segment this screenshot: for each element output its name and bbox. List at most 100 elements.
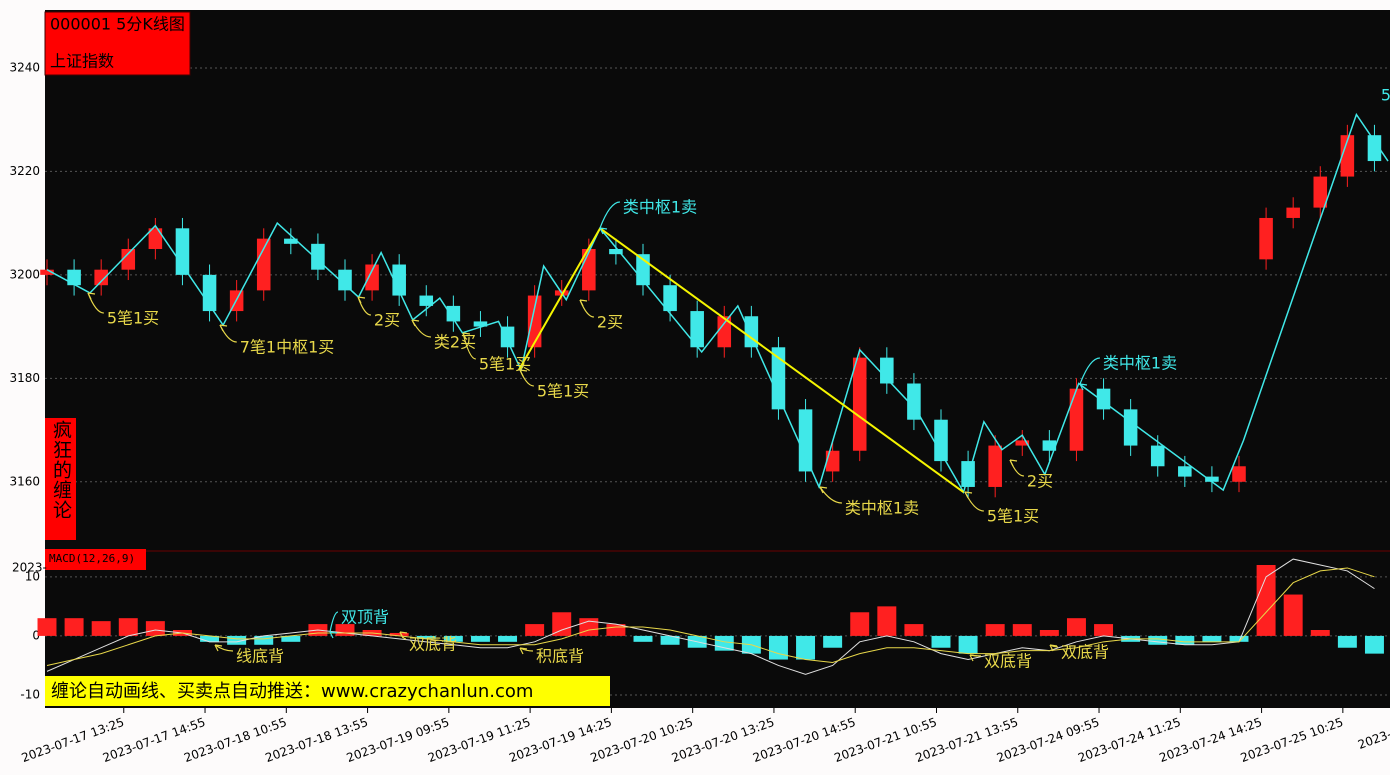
annotation: 类中枢1卖 bbox=[1103, 354, 1177, 373]
macd-bar bbox=[470, 635, 490, 642]
macd-title: MACD(12,26,9) bbox=[49, 552, 135, 565]
candle-body bbox=[1232, 466, 1246, 482]
axis-label-fragment: 2023- bbox=[12, 561, 47, 575]
arrow-head bbox=[1009, 459, 1018, 467]
title-box bbox=[44, 11, 191, 76]
banner: 缠论自动画线、买卖点自动推送：www.crazychanlun.com bbox=[51, 681, 533, 702]
arrow-head bbox=[1049, 644, 1058, 652]
macd-bar bbox=[1094, 624, 1114, 636]
annotation: 类2买 bbox=[434, 333, 476, 352]
candle-body bbox=[852, 357, 867, 451]
macd-bar bbox=[904, 624, 924, 636]
candle-body bbox=[798, 409, 813, 472]
arrow-head bbox=[599, 227, 608, 235]
macd-bar bbox=[552, 612, 572, 636]
annotation: 2买 bbox=[374, 311, 400, 330]
macd-bar bbox=[525, 624, 545, 636]
annotation: 双底背 bbox=[1061, 643, 1109, 662]
macd-bar bbox=[200, 635, 220, 642]
macd-line bbox=[46, 567, 1375, 666]
annotation: 2买 bbox=[1027, 472, 1053, 491]
macd-bar bbox=[1202, 635, 1222, 642]
macd-y-tick-label: 10 bbox=[25, 569, 40, 583]
annotation: 7笔1中枢1买 bbox=[240, 338, 335, 357]
macd-bar bbox=[850, 612, 870, 636]
macd-bar bbox=[64, 618, 84, 636]
candle-body bbox=[473, 321, 488, 327]
macd-bar bbox=[1310, 630, 1330, 636]
annotation: 双顶背 bbox=[341, 608, 389, 627]
candle-body bbox=[663, 285, 677, 312]
candle-body bbox=[256, 238, 271, 291]
macd-bar bbox=[1283, 594, 1303, 636]
candle-body bbox=[1313, 176, 1328, 208]
macd-title-box bbox=[45, 549, 146, 570]
macd-y-tick-label: -10 bbox=[20, 688, 40, 702]
side-label-box bbox=[45, 418, 76, 540]
macd-bar bbox=[1256, 565, 1276, 636]
macd-bar bbox=[796, 635, 816, 660]
macd-bar bbox=[1039, 630, 1059, 636]
candle-body bbox=[338, 269, 352, 291]
macd-bar bbox=[118, 618, 138, 636]
macd-bar bbox=[606, 624, 626, 636]
macd-bar bbox=[443, 635, 463, 642]
arrow-head bbox=[357, 296, 366, 304]
candle-body bbox=[446, 305, 461, 322]
candle-body bbox=[1286, 207, 1300, 218]
macd-bar bbox=[1175, 635, 1195, 645]
side-label: 疯狂的缠论 bbox=[50, 420, 72, 520]
y-tick-label: 3220 bbox=[9, 164, 40, 178]
candle-body bbox=[609, 248, 623, 255]
candle-body bbox=[202, 274, 217, 312]
macd-bar bbox=[958, 635, 978, 654]
candle-body bbox=[1015, 440, 1030, 446]
annotation: 2买 bbox=[597, 313, 623, 332]
arrow-head bbox=[579, 299, 588, 307]
arrow-head bbox=[819, 486, 828, 494]
annotation: 5笔1买 bbox=[107, 309, 159, 328]
x-tick-label: 2023-07-25 bbox=[1356, 715, 1390, 752]
macd-y-tick-label: 0 bbox=[32, 628, 40, 642]
candle-body bbox=[1340, 135, 1355, 177]
macd-bar bbox=[1364, 635, 1384, 654]
y-tick-label: 3240 bbox=[9, 60, 40, 74]
candle-body bbox=[121, 248, 136, 270]
macd-bar bbox=[227, 635, 247, 645]
candle-body bbox=[94, 269, 108, 286]
annotation-arrow bbox=[462, 332, 476, 360]
candle-body bbox=[148, 228, 163, 249]
arrow-head bbox=[519, 369, 528, 377]
y-tick-label: 3200 bbox=[9, 267, 40, 281]
macd-bar bbox=[281, 635, 301, 642]
candle-body bbox=[175, 228, 190, 275]
macd-bar bbox=[1229, 635, 1249, 642]
candle-body bbox=[1069, 388, 1084, 451]
candle-body bbox=[40, 269, 54, 275]
candle-body bbox=[365, 264, 379, 291]
arrow-head bbox=[964, 491, 973, 499]
macd-bar bbox=[877, 606, 897, 636]
macd-line bbox=[46, 558, 1375, 675]
candle-body bbox=[1259, 217, 1273, 260]
macd-bar bbox=[498, 635, 518, 642]
candle-body bbox=[284, 238, 298, 244]
macd-bar bbox=[1148, 635, 1168, 645]
chart-title: 000001 5分K线图 bbox=[50, 15, 185, 34]
candle-body bbox=[1367, 135, 1382, 162]
macd-bar bbox=[823, 635, 843, 648]
macd-bar bbox=[660, 635, 680, 645]
arrow-head bbox=[411, 319, 420, 327]
annotation: 积底背 bbox=[536, 647, 584, 666]
candle-body bbox=[67, 269, 81, 286]
annotation: 类中枢1卖 bbox=[845, 499, 919, 518]
annotation: 线底背 bbox=[236, 647, 284, 666]
candle-body bbox=[1123, 409, 1138, 446]
macd-bar bbox=[37, 618, 57, 636]
candle-body bbox=[419, 295, 434, 306]
candle-body bbox=[934, 419, 948, 462]
arrow-head bbox=[1079, 383, 1088, 391]
candle-body bbox=[1205, 476, 1219, 482]
